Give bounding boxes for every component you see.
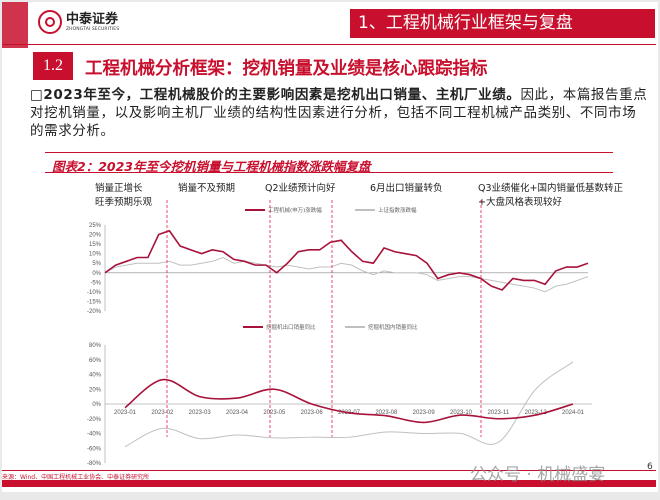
logo-icon [38,10,62,34]
bottom-x-tick-label: 2024-01 [562,410,585,416]
logo-name-cn: 中泰证券 [66,11,119,27]
annotation-5: Q3业绩催化+国内销量低基数转正 +大盘风格表现较好 [478,182,623,210]
bottom-y-tick-label: -40% [87,432,102,438]
annotation-line: 6月出口销量转负 [370,183,443,194]
header-accent-bar [2,2,28,48]
top-y-tick-label: 15% [89,242,102,248]
body-bold-text: □2023年至今，工程机械股价的主要影响因素是挖机出口销量、主机厂业绩。 [30,87,521,103]
annotation-1: 销量正增长旺季预期乐观 [95,182,152,210]
bottom-y-tick-label: 20% [89,387,102,393]
logo-name-en: ZHONGTAI SECURITIES [66,26,120,32]
annotation-3: Q2业绩预计向好 [265,182,336,196]
bottom-series-export-sales-yoy [124,378,574,424]
annotation-line: Q2业绩预计向好 [265,183,336,194]
legend-label: 挖掘机出口销量同比 [266,325,316,331]
legend-bottom-primary: 挖掘机出口销量同比 [243,323,316,331]
bottom-y-tick-label: 80% [89,343,102,349]
bottom-x-tick-label: 2023-09 [413,410,436,416]
top-y-tick-label: 25% [89,223,102,229]
bottom-y-tick-label: 60% [89,358,102,364]
top-y-tick-label: 0% [92,271,101,277]
top-series-machinery-index [104,229,589,291]
section-title-bar: 1、工程机械行业框架与复盘 [350,9,655,38]
annotation-2: 销量不及预期 [178,182,235,196]
annotation-line: 旺季预期乐观 [95,197,153,208]
annotation-line: Q3业绩催化+国内销量低基数转正 [478,183,623,194]
bottom-y-tick-label: 0% [92,402,101,408]
bottom-x-tick-label: 2023-12 [525,410,548,416]
section-number: 1.2 [33,52,73,80]
page-number: 6 [647,462,653,472]
bottom-x-tick-label: 2023-06 [301,410,324,416]
source-note: 来源：Wind、中国工程机械工业协会、中泰证券研究所 [2,474,150,481]
annotation-4: 6月出口销量转负 [370,182,443,196]
bottom-x-tick-label: 2023-10 [450,410,473,416]
bottom-y-tick-label: -60% [87,446,102,452]
legend-label: 工程机械(申万)涨跌幅 [268,208,322,214]
annotation-line: 销量正增长 [95,183,143,194]
bottom-x-tick-label: 2023-03 [189,410,212,416]
legend-label: 挖掘机国内销量同比 [368,325,418,331]
bottom-x-tick-label: 2023-04 [226,410,249,416]
legend-swatch [345,326,365,328]
body-paragraph: □2023年至今，工程机械股价的主要影响因素是挖机出口销量、主机厂业绩。因此，本… [30,86,650,140]
bottom-x-tick-label: 2023-01 [114,410,137,416]
top-series-shanghai-index [104,256,589,293]
caption-top-rule [45,152,613,153]
bottom-x-tick-label: 2023-08 [375,410,398,416]
slide-page [2,2,658,492]
section-heading: 工程机械分析框架：挖机销量及业绩是核心跟踪指标 [85,59,488,79]
top-y-tick-label: -10% [87,290,102,296]
bottom-y-tick-label: 40% [89,373,102,379]
top-y-tick-label: -20% [87,309,102,315]
top-y-tick-label: -15% [87,299,102,305]
header-divider [2,44,656,45]
bottom-y-tick-label: -80% [87,461,102,467]
caption-bottom-rule [45,172,613,173]
annotation-line: 销量不及预期 [178,183,236,194]
annotation-line: +大盘风格表现较好 [478,197,562,208]
legend-bottom-secondary: 挖掘机国内销量同比 [345,323,418,331]
legend-swatch [243,326,263,328]
top-y-tick-label: 5% [92,261,101,267]
top-y-tick-label: -5% [90,280,101,286]
bottom-x-tick-label: 2023-02 [151,410,174,416]
company-logo: 中泰证券 ZHONGTAI SECURITIES [38,10,119,34]
watermark: 公众号 · 机械盛宴 [470,465,606,485]
bottom-series-domestic-sales-yoy [124,361,574,448]
footer-bar [2,480,656,487]
legend-top-secondary: 上证指数涨跌幅 [355,206,417,214]
legend-swatch [245,209,265,211]
top-y-tick-label: 10% [89,252,102,258]
footer-rule [2,470,656,471]
legend-top-primary: 工程机械(申万)涨跌幅 [245,206,322,214]
legend-swatch [355,209,375,211]
top-y-tick-label: 20% [89,233,102,239]
figure-caption: 图表2：2023年至今挖机销量与工程机械指数涨跌幅复盘 [52,159,371,174]
bottom-x-tick-label: 2023-11 [488,410,510,416]
body-text: 因此，本篇报告重点对挖机销量，以及影响主机厂业绩的结构性因素进行分析，包括不同工… [30,87,648,139]
legend-label: 上证指数涨跌幅 [378,208,417,214]
bottom-y-tick-label: -20% [87,417,102,423]
bottom-x-tick-label: 2023-05 [263,410,286,416]
